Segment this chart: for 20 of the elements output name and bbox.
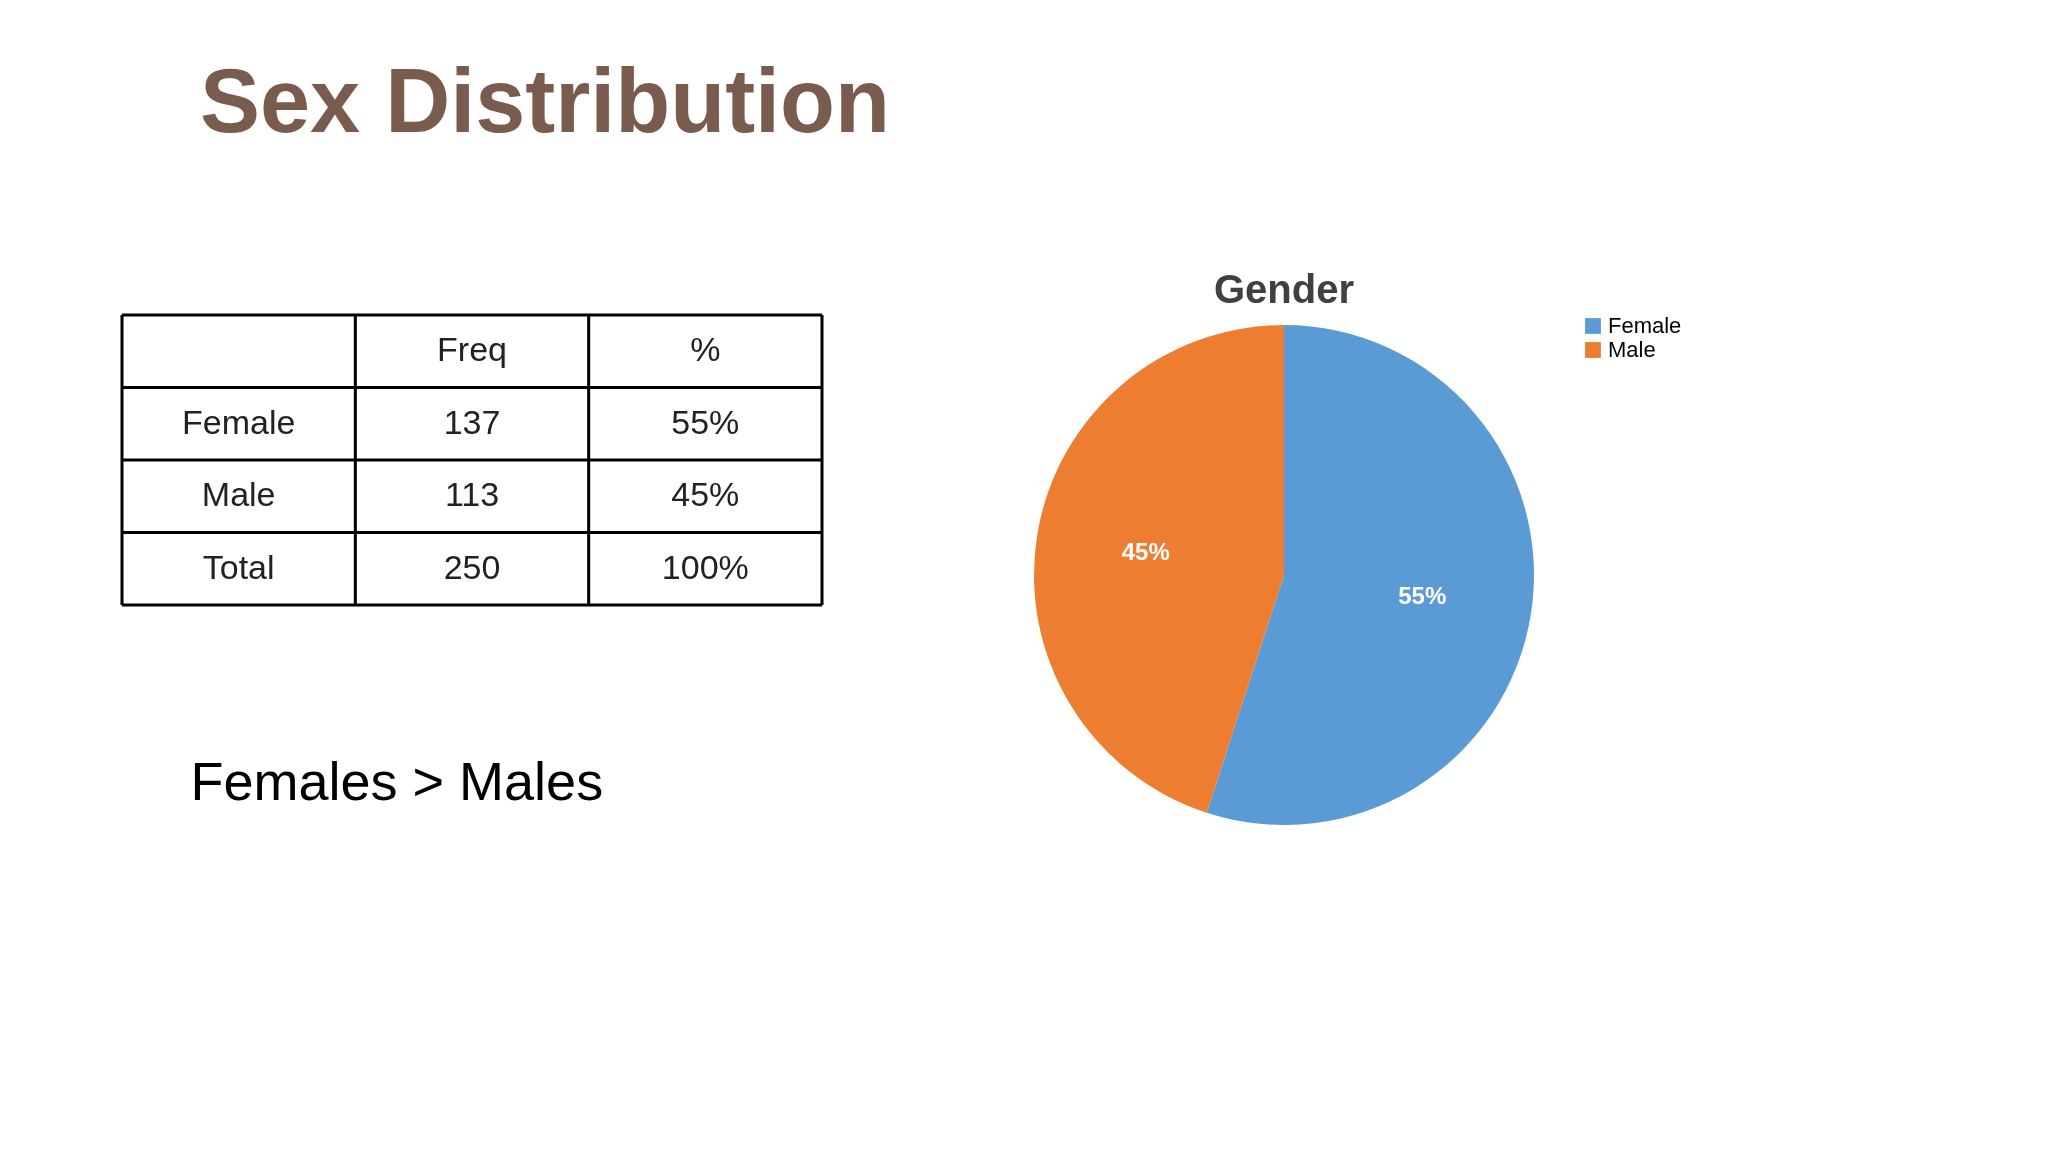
text: Females > Males: [190, 750, 604, 811]
text: 137: [443, 402, 501, 441]
category-label: Male: [201, 475, 276, 514]
category-label: Freq: [437, 330, 507, 369]
pie-slice: [1034, 325, 1284, 813]
text: 113: [444, 475, 500, 514]
text: 100%: [661, 547, 749, 586]
category-label: Total: [202, 547, 275, 586]
pie-slice: [1206, 325, 1534, 825]
data-label: 45%: [1121, 538, 1170, 566]
legend-label: Male: [1608, 337, 1656, 362]
text: 55%: [671, 402, 740, 441]
text: Sex Distribution: [200, 51, 891, 151]
category-label: %: [690, 330, 721, 369]
chart-title: Gender: [1213, 267, 1355, 311]
text: 45%: [671, 475, 740, 514]
text: 250: [443, 547, 501, 586]
data-label: 55%: [1398, 581, 1447, 609]
category-label: Female: [181, 402, 296, 441]
legend-label: Female: [1608, 313, 1682, 338]
